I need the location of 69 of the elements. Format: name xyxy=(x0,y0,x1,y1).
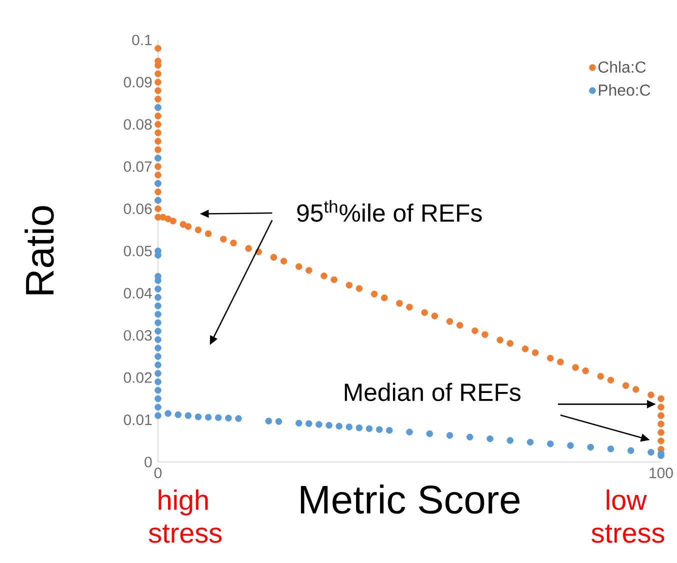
y-tick-label: 0.1 xyxy=(132,34,152,46)
text: high stress xyxy=(148,490,222,543)
point xyxy=(154,319,162,326)
point xyxy=(376,426,383,433)
y-tick-label: 0.07 xyxy=(124,161,152,172)
y-tick-label: 0.05 xyxy=(124,246,152,256)
point xyxy=(235,415,242,422)
y-axis-title: Ratio xyxy=(24,206,54,294)
point xyxy=(526,438,534,446)
point xyxy=(154,294,162,301)
point xyxy=(184,412,192,419)
point xyxy=(154,370,162,377)
point xyxy=(154,353,162,360)
annotation: Median of REFs xyxy=(344,382,520,402)
point xyxy=(154,395,162,402)
point xyxy=(174,411,182,418)
point xyxy=(486,435,494,442)
point xyxy=(587,444,594,451)
point xyxy=(194,413,202,420)
point xyxy=(154,336,162,344)
x-tick-label: 100 xyxy=(650,468,673,478)
point xyxy=(154,302,162,310)
point xyxy=(446,432,454,439)
point xyxy=(154,378,162,386)
text: low stress xyxy=(592,490,664,543)
y-tick-label: 0 xyxy=(144,456,152,468)
y-tick-label: 0.09 xyxy=(124,76,152,88)
y-tick-label: 0.04 xyxy=(124,288,152,298)
point xyxy=(154,328,162,335)
point xyxy=(426,430,434,438)
point xyxy=(316,421,322,428)
point xyxy=(295,420,302,427)
y-tick-label: 0.08 xyxy=(124,119,152,130)
point xyxy=(265,418,272,424)
point xyxy=(356,424,363,432)
y-tick-label: 0.02 xyxy=(124,372,152,383)
point xyxy=(154,412,162,419)
point xyxy=(627,447,634,454)
point xyxy=(607,446,614,452)
legend-label: Chla:C xyxy=(598,61,646,73)
point xyxy=(336,422,342,430)
point xyxy=(546,440,554,448)
point xyxy=(346,424,353,430)
point xyxy=(225,414,232,422)
point xyxy=(386,426,393,434)
y-tick-label: 0.06 xyxy=(124,204,152,214)
point xyxy=(306,420,312,427)
point xyxy=(648,448,654,456)
point xyxy=(466,434,474,440)
point xyxy=(154,286,162,292)
point xyxy=(214,414,222,422)
point xyxy=(506,437,514,444)
point xyxy=(567,442,574,449)
y-tick-label: 0.03 xyxy=(124,330,152,341)
point xyxy=(154,386,162,394)
point xyxy=(326,422,332,429)
point xyxy=(275,418,282,425)
point xyxy=(154,362,162,368)
point xyxy=(154,310,162,318)
point xyxy=(406,428,413,436)
point xyxy=(204,414,212,421)
point xyxy=(154,344,162,352)
legend-label: Pheo:C xyxy=(598,84,650,96)
x-axis-title: Metric Score xyxy=(300,484,520,514)
y-tick-label: 0.01 xyxy=(124,414,152,426)
annotation: 95$^{th}$%ile of REFs xyxy=(297,200,482,222)
point xyxy=(154,404,162,411)
point xyxy=(366,425,373,432)
point xyxy=(164,410,172,417)
